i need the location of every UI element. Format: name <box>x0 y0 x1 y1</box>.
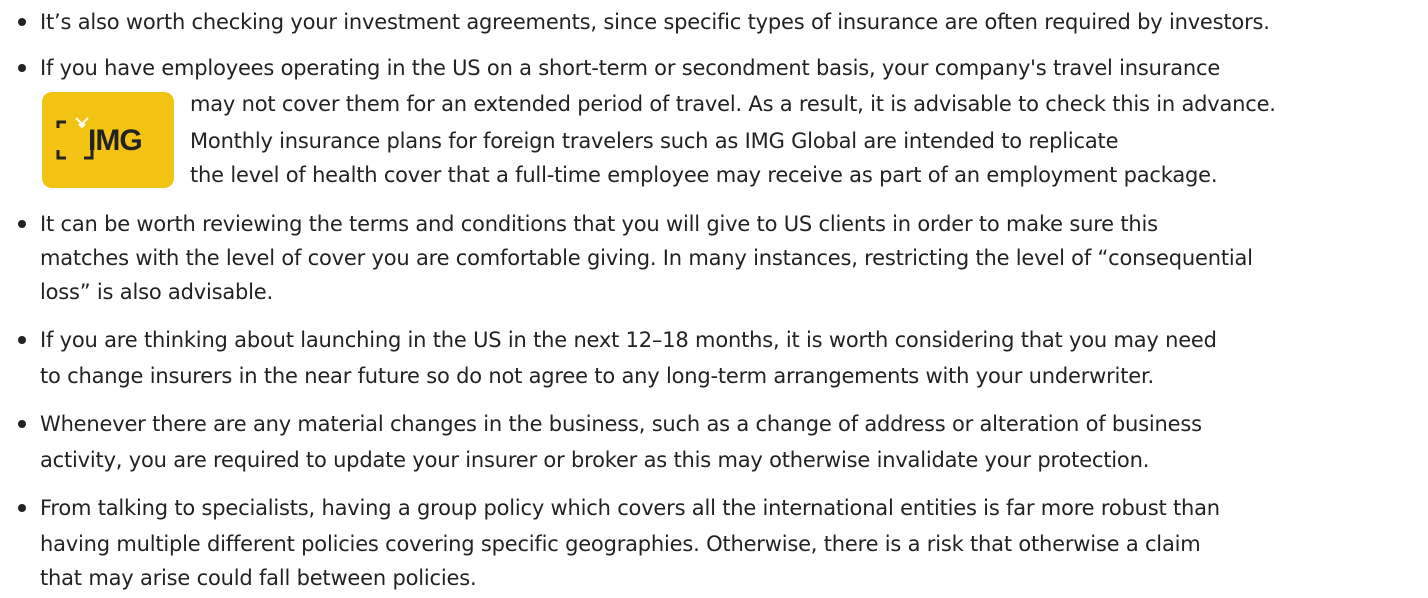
text-line: If you are thinking about launching in t… <box>40 328 1217 352</box>
text-line: may not cover them for an extended perio… <box>190 92 1276 116</box>
text-line: to change insurers in the near future so… <box>40 364 1154 388</box>
text-line: having multiple different policies cover… <box>40 532 1201 556</box>
bullet <box>18 336 26 344</box>
text-line: It can be worth reviewing the terms and … <box>40 212 1158 236</box>
text-line: Whenever there are any material changes … <box>40 412 1202 436</box>
text-line: loss” is also advisable. <box>40 280 273 304</box>
text-line: that may arise could fall between polici… <box>40 566 477 590</box>
img-logo: IMG <box>42 92 174 188</box>
text-line: the level of health cover that a full-ti… <box>190 163 1218 187</box>
text-line: If you have employees operating in the U… <box>40 56 1221 80</box>
text-line: Monthly insurance plans for foreign trav… <box>190 129 1119 153</box>
text-line: From talking to specialists, having a gr… <box>40 496 1220 520</box>
logo-bracket <box>56 117 94 160</box>
text-line: matches with the level of cover you are … <box>40 246 1253 270</box>
text-line: activity, you are required to update you… <box>40 448 1150 472</box>
text-line: It’s also worth checking your investment… <box>40 10 1270 34</box>
bullet <box>18 420 26 428</box>
bullet <box>18 220 26 228</box>
logo-text: IMG <box>88 124 143 157</box>
bullet <box>18 18 26 26</box>
bullet <box>18 504 26 512</box>
bullet <box>18 64 26 72</box>
